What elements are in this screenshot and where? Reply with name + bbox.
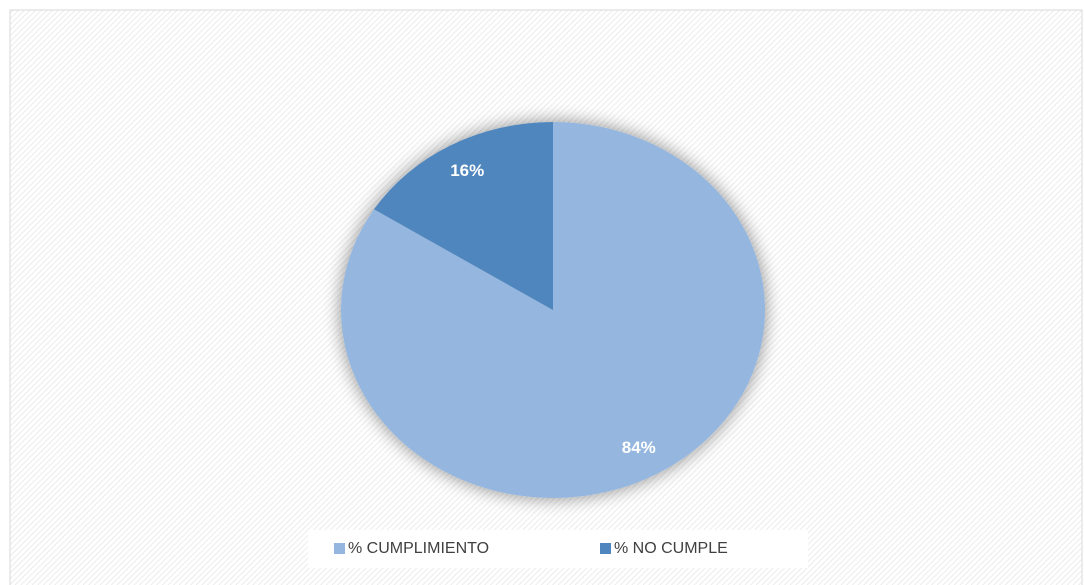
data-label: 84% <box>622 438 656 457</box>
pie <box>340 122 766 498</box>
legend-label: % NO CUMPLE <box>614 540 728 557</box>
pie-slice <box>374 122 553 310</box>
legend-swatch <box>334 543 345 554</box>
legend-label: % CUMPLIMIENTO <box>348 540 489 557</box>
legend-swatch <box>600 543 611 554</box>
data-label: 16% <box>450 161 484 180</box>
legend-box <box>308 530 808 568</box>
